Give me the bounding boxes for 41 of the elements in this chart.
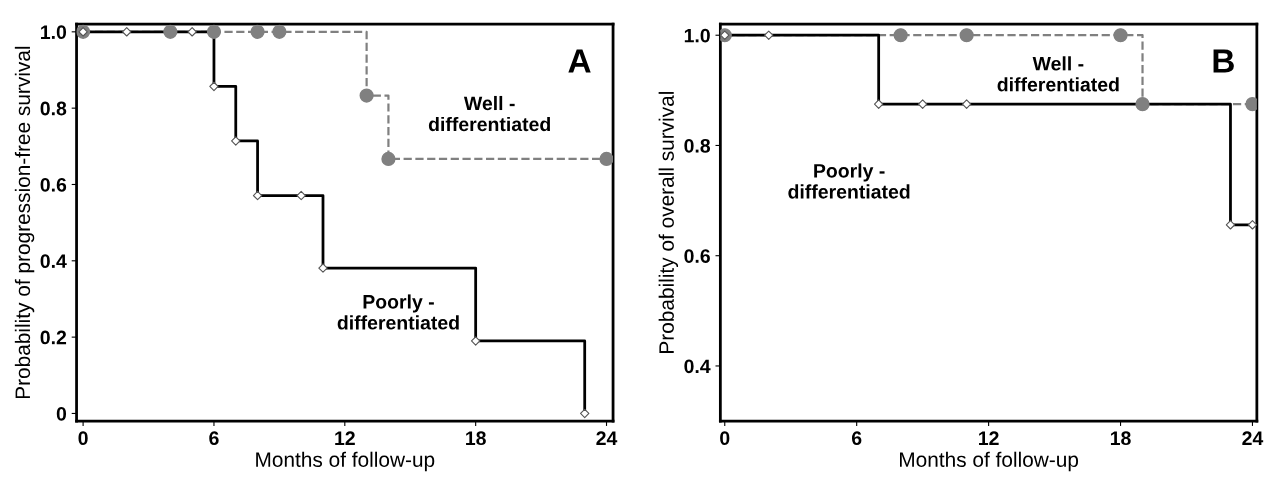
- x-tick-label: 12: [979, 431, 999, 445]
- y-tick-label: 0.4: [40, 254, 67, 269]
- point: [381, 151, 396, 167]
- point: [893, 28, 908, 43]
- x-tick-label: 24: [1242, 431, 1264, 445]
- x-tick-label: 6: [209, 431, 219, 446]
- point: [599, 151, 614, 167]
- point: [206, 24, 222, 39]
- y-tick-label: 0.8: [684, 138, 711, 153]
- y-tick-label: 0.2: [40, 330, 67, 345]
- y-tick-label: 0.6: [684, 249, 710, 263]
- x-tick-label: 12: [335, 431, 355, 445]
- y-tick-label: 0: [56, 406, 67, 421]
- y-tick-label: 0.6: [40, 177, 67, 192]
- y-tick-label: 1.0: [41, 25, 67, 40]
- x-tick-label: 18: [1110, 431, 1131, 446]
- text: Poorly - differentiated: [788, 163, 910, 199]
- point: [163, 24, 178, 39]
- x-tick-label: 18: [466, 431, 486, 446]
- x-tick-label: 6: [851, 431, 862, 446]
- point: [959, 28, 974, 43]
- x-axis-title: Months of follow-up: [256, 451, 435, 472]
- point: [359, 88, 374, 103]
- point: [250, 24, 265, 39]
- point: [272, 24, 287, 39]
- series-label: Poorly - differentiated: [337, 294, 459, 330]
- x-axis-title: Months of follow-up: [900, 451, 1079, 472]
- series-label: Well - differentiated: [997, 56, 1119, 92]
- x-tick-label: 0: [720, 431, 730, 446]
- series-label: Well - differentiated: [428, 95, 550, 132]
- y-tick-label: 0.8: [40, 101, 67, 116]
- point: [1113, 28, 1128, 43]
- annotation: B: [1213, 49, 1234, 73]
- y-axis-title: Probability of overall survival: [658, 92, 679, 353]
- y-axis-title: Probability of progression-free survival: [14, 46, 35, 399]
- y-tick-label: 0.4: [684, 359, 711, 374]
- point: [1135, 97, 1150, 112]
- annotation: A: [568, 49, 591, 73]
- x-tick-label: 24: [596, 431, 618, 445]
- y-tick-label: 1.0: [684, 28, 710, 43]
- x-tick-label: 0: [78, 431, 88, 446]
